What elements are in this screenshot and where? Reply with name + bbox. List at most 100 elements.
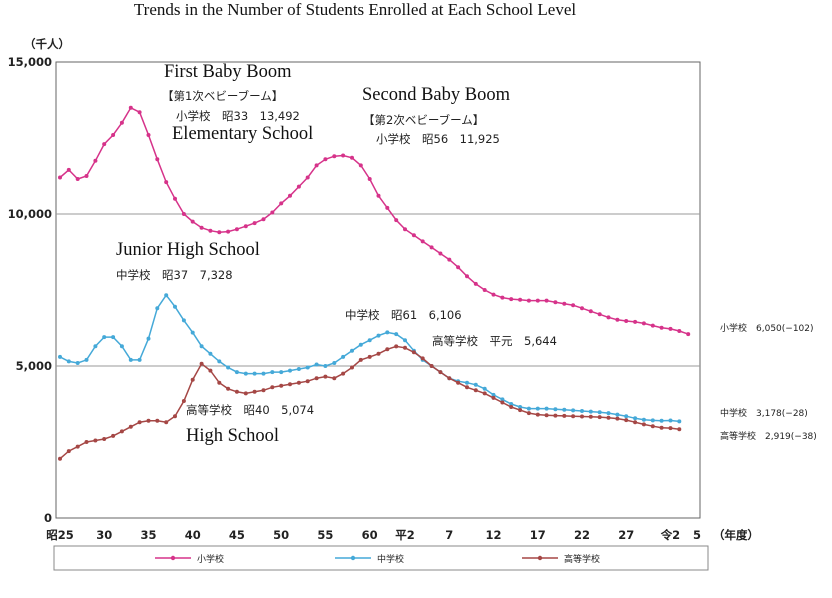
data-point-2-43 xyxy=(438,370,443,375)
data-point-0-37 xyxy=(385,205,390,210)
data-point-1-1 xyxy=(66,359,71,364)
data-point-1-50 xyxy=(500,397,505,402)
data-point-0-59 xyxy=(580,306,584,311)
data-point-0-1 xyxy=(66,167,71,172)
data-point-2-36 xyxy=(376,351,381,356)
data-point-1-2 xyxy=(75,361,80,365)
end-label-0: 小学校 6,050(−102) xyxy=(720,322,814,334)
data-point-2-19 xyxy=(226,386,231,391)
data-point-1-38 xyxy=(394,332,399,337)
data-point-2-34 xyxy=(358,357,363,362)
data-point-2-69 xyxy=(668,426,673,431)
data-point-1-64 xyxy=(624,414,629,419)
data-point-0-65 xyxy=(633,319,638,324)
data-point-1-49 xyxy=(491,392,496,397)
data-point-2-2 xyxy=(75,444,80,449)
plot-frame xyxy=(55,61,701,519)
data-point-1-60 xyxy=(588,409,593,414)
data-point-2-32 xyxy=(341,371,346,376)
data-point-2-0 xyxy=(58,456,62,461)
x-tick-label-13: 27 xyxy=(618,528,634,542)
x-tick-label-8: 平2 xyxy=(395,528,415,542)
data-point-2-37 xyxy=(385,347,390,352)
data-point-1-23 xyxy=(261,371,266,376)
data-point-1-67 xyxy=(650,418,655,423)
data-point-1-32 xyxy=(341,354,346,359)
data-point-1-61 xyxy=(597,410,602,415)
data-point-1-35 xyxy=(367,338,372,343)
data-point-1-27 xyxy=(296,367,301,371)
data-point-1-25 xyxy=(279,370,284,375)
data-point-0-8 xyxy=(128,105,133,110)
data-point-1-53 xyxy=(526,406,531,411)
data-point-1-63 xyxy=(615,412,620,417)
annotation-second-baby-boom: Second Baby Boom xyxy=(362,85,511,105)
data-point-1-70 xyxy=(677,419,682,424)
data-point-0-25 xyxy=(279,201,284,206)
x-tick-label-2: 35 xyxy=(140,528,156,542)
data-point-0-12 xyxy=(164,180,169,185)
data-point-1-39 xyxy=(403,338,407,343)
data-point-1-55 xyxy=(544,406,549,411)
data-point-2-22 xyxy=(252,389,257,394)
data-point-0-6 xyxy=(111,133,116,137)
x-tick-label-1: 30 xyxy=(96,528,112,542)
data-point-0-33 xyxy=(350,155,354,160)
data-point-2-60 xyxy=(588,414,593,419)
data-point-2-8 xyxy=(128,424,133,429)
x-unit-label: （年度） xyxy=(713,528,759,542)
data-point-0-54 xyxy=(535,298,540,303)
data-point-0-52 xyxy=(518,297,523,302)
x-tick-label-10: 12 xyxy=(486,528,502,542)
data-point-2-4 xyxy=(93,438,98,443)
y-tick-label-0: 0 xyxy=(44,511,52,525)
data-point-2-66 xyxy=(641,422,646,427)
data-point-2-46 xyxy=(465,385,469,390)
annotation-high-school-peak-1: 高等学校 昭40 5,074 xyxy=(186,403,314,417)
annotation-high-school-peak-2: 高等学校 平元 5,644 xyxy=(432,334,557,348)
data-point-0-26 xyxy=(288,193,292,198)
data-point-0-35 xyxy=(367,177,372,181)
data-point-0-15 xyxy=(190,219,195,224)
data-point-1-65 xyxy=(633,416,638,421)
data-point-0-30 xyxy=(323,157,328,162)
annotation-first-baby-boom-jp: 【第1次ベビーブーム】 xyxy=(162,89,283,103)
y-tick-label-2: 10,000 xyxy=(8,207,52,221)
x-tick-label-0: 昭25 xyxy=(46,528,74,542)
chart-title: Trends in the Number of Students Enrolle… xyxy=(133,0,577,19)
data-point-1-4 xyxy=(93,344,98,349)
data-point-2-16 xyxy=(199,361,204,366)
y-unit-label: （千人） xyxy=(24,37,70,51)
data-point-2-42 xyxy=(429,364,434,368)
data-point-2-54 xyxy=(535,412,540,417)
legend-label-1: 中学校 xyxy=(377,553,404,565)
data-point-0-71 xyxy=(686,332,691,337)
data-point-1-11 xyxy=(155,306,160,311)
data-point-0-9 xyxy=(137,110,142,115)
data-point-2-68 xyxy=(659,425,664,430)
data-point-1-5 xyxy=(102,335,107,340)
x-tick-label-9: 7 xyxy=(445,528,453,542)
data-point-0-42 xyxy=(429,245,434,250)
data-point-0-55 xyxy=(544,298,549,303)
data-point-0-7 xyxy=(119,120,124,125)
legend-label-2: 高等学校 xyxy=(564,553,600,565)
end-label-1: 中学校 3,178(−28) xyxy=(720,407,808,419)
data-point-2-17 xyxy=(208,368,213,373)
data-point-0-2 xyxy=(75,177,80,181)
data-point-1-48 xyxy=(482,386,487,391)
data-point-0-0 xyxy=(58,175,62,180)
data-point-0-14 xyxy=(181,212,186,216)
data-point-2-7 xyxy=(119,429,124,434)
data-point-0-31 xyxy=(332,154,337,159)
data-point-0-47 xyxy=(473,281,478,286)
x-tick-label-15: 5 xyxy=(693,528,701,542)
data-point-1-56 xyxy=(553,407,558,412)
data-point-1-57 xyxy=(562,407,567,412)
data-point-2-24 xyxy=(270,385,275,390)
series-2 xyxy=(58,344,682,461)
series-line-2 xyxy=(59,345,680,460)
data-point-0-63 xyxy=(615,317,620,322)
data-point-0-17 xyxy=(208,228,213,233)
